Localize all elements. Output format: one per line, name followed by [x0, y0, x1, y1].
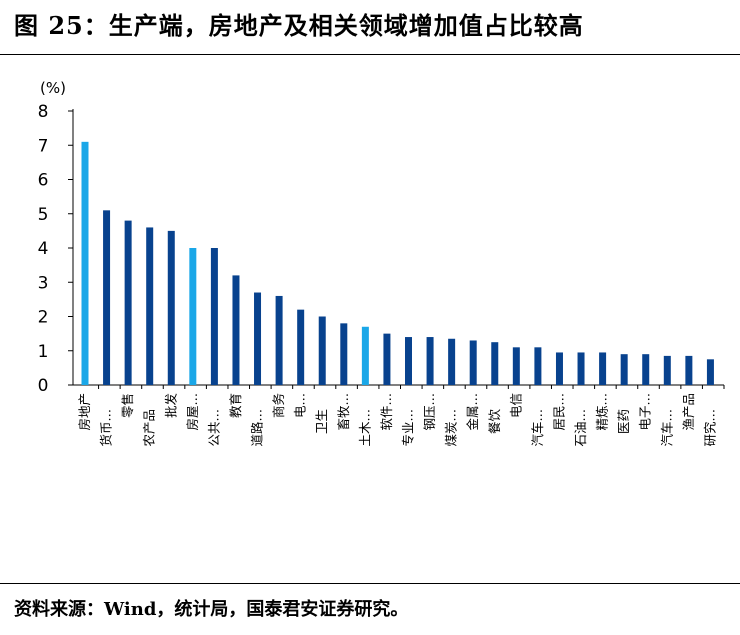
bar: [642, 354, 650, 385]
bar: [448, 338, 456, 385]
x-category-label: 卫生: [314, 409, 329, 434]
bar: [620, 354, 628, 385]
source-note: 资料来源：Wind，统计局，国泰君安证券研究。: [14, 599, 409, 620]
bar: [534, 347, 542, 385]
x-category-label: 专业…: [401, 409, 416, 447]
bar: [405, 337, 412, 385]
bar: [340, 323, 348, 385]
y-axis-ticks: 0 1 2 3 4 5 6 7 8: [38, 102, 73, 396]
x-category-label: 农产品: [142, 409, 157, 447]
bar: [275, 295, 283, 385]
y-tick-label: 4: [38, 239, 49, 259]
x-category-label: 金属…: [465, 393, 480, 431]
x-category-label: 教育: [228, 393, 243, 418]
x-category-label: 渔产品: [681, 393, 696, 431]
bar: [555, 352, 563, 385]
x-category-label: 公共…: [206, 409, 221, 447]
bar: [297, 309, 305, 385]
bar: [426, 337, 434, 385]
y-tick-label: 7: [38, 136, 49, 156]
x-category-label: 医药: [616, 409, 631, 434]
x-category-label: 批发: [163, 393, 178, 419]
bar: [189, 248, 197, 385]
bar: [254, 292, 262, 385]
x-category-label: 货币…: [99, 409, 114, 447]
bar: [103, 210, 111, 385]
x-category-label: 商务: [271, 393, 286, 418]
bar: [232, 275, 240, 385]
top-rule: [0, 54, 740, 55]
bar: [361, 326, 369, 385]
y-tick-label: 3: [38, 273, 49, 293]
bar: [469, 340, 477, 385]
x-category-label: 居民…: [551, 393, 566, 431]
x-category-label: 房地产: [77, 393, 92, 431]
bar: [512, 347, 520, 385]
x-category-label: 电信: [508, 393, 523, 418]
y-tick-label: 8: [38, 102, 49, 122]
y-tick-label: 5: [38, 205, 49, 225]
bar: [706, 359, 714, 385]
bar: [491, 342, 499, 385]
bar: [318, 316, 326, 385]
y-axis-unit-label: (%): [40, 79, 66, 97]
bar: [124, 220, 132, 385]
bar: [577, 352, 585, 385]
bar: [599, 352, 607, 385]
bottom-rule: [0, 583, 740, 584]
x-category-label: 房屋…: [185, 393, 200, 431]
x-category-label: 钢压…: [422, 393, 437, 431]
x-category-label: 精炼…: [595, 393, 610, 431]
x-category-label: 汽车…: [659, 409, 674, 447]
x-category-label: 畜牧…: [336, 393, 351, 431]
x-category-label: 软件…: [379, 393, 394, 431]
chart-title: 图 25：生产端，房地产及相关领域增加值占比较高: [14, 11, 584, 40]
bar: [383, 333, 391, 386]
y-tick-label: 0: [38, 376, 49, 396]
x-category-label: 零售: [120, 393, 135, 418]
bar: [146, 227, 154, 385]
x-category-label: 煤炭…: [444, 409, 459, 447]
y-tick-label: 2: [38, 308, 49, 328]
x-category-label: 研究…: [702, 409, 717, 447]
y-tick-label: 1: [38, 342, 49, 362]
bar: [685, 355, 693, 385]
x-category-label: 电子…: [638, 393, 653, 431]
chart-bars: [81, 141, 714, 386]
x-category-label: 石油…: [573, 409, 588, 447]
bar: [210, 248, 218, 385]
bar: [81, 141, 89, 385]
chart-axes: [72, 109, 724, 386]
x-category-label: 土木…: [357, 409, 372, 447]
bar: [167, 230, 175, 386]
x-category-label: 餐饮: [487, 409, 502, 435]
y-tick-label: 6: [38, 171, 49, 191]
x-category-label: 电…: [293, 393, 308, 418]
bar: [663, 355, 671, 385]
x-category-label: 道路…: [250, 409, 265, 447]
x-category-label: 汽车…: [530, 409, 545, 447]
